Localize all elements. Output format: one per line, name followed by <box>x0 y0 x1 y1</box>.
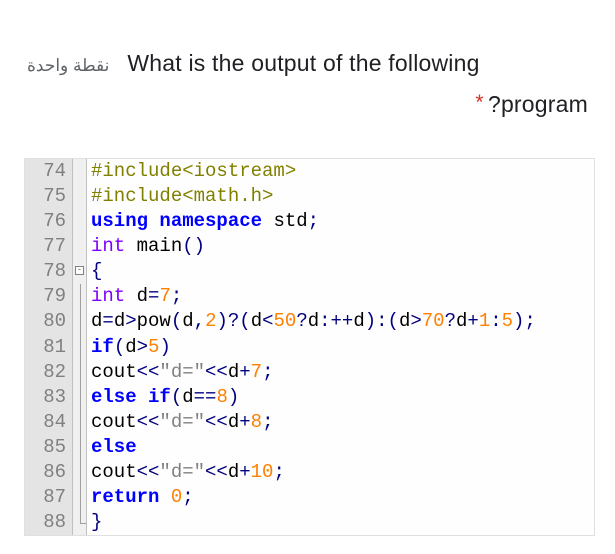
fold-gutter <box>73 410 87 435</box>
code-line: 75 #include<math.h> <box>25 184 594 209</box>
fold-gutter <box>73 385 87 410</box>
code-content: d=d>pow(d,2)?(d<50?d:++d):(d>70?d+1:5); <box>87 309 536 334</box>
code-line: 86 cout<<"d="<<d+10; <box>25 460 594 485</box>
code-content: else if(d==8) <box>87 385 239 410</box>
code-content: return 0; <box>87 485 194 510</box>
code-line: 78-{ <box>25 259 594 284</box>
code-content: #include<math.h> <box>87 184 273 209</box>
points-badge: نقطة واحدة <box>27 56 109 76</box>
code-content: #include<iostream> <box>87 159 296 184</box>
code-content: cout<<"d="<<d+10; <box>87 460 285 485</box>
line-number: 83 <box>25 385 73 410</box>
line-number: 86 <box>25 460 73 485</box>
line-number: 81 <box>25 335 73 360</box>
code-line: 81 if(d>5) <box>25 335 594 360</box>
fold-gutter <box>73 284 87 309</box>
line-number: 79 <box>25 284 73 309</box>
fold-gutter <box>73 234 87 259</box>
code-line: 77 int main() <box>25 234 594 259</box>
line-number: 76 <box>25 209 73 234</box>
fold-gutter <box>73 209 87 234</box>
code-line: 84 cout<<"d="<<d+8; <box>25 410 594 435</box>
fold-toggle-icon[interactable]: - <box>75 266 84 275</box>
fold-gutter <box>73 460 87 485</box>
code-block: 74#include<iostream>75#include<math.h>76… <box>24 158 595 536</box>
fold-gutter <box>73 485 87 510</box>
fold-gutter <box>73 159 87 184</box>
code-line: 88} <box>25 510 594 535</box>
code-line: 85 else <box>25 435 594 460</box>
code-content: cout<<"d="<<d+8; <box>87 410 273 435</box>
code-content: { <box>87 259 102 284</box>
line-number: 77 <box>25 234 73 259</box>
code-content: using namespace std; <box>87 209 319 234</box>
code-line: 83 else if(d==8) <box>25 385 594 410</box>
fold-gutter <box>73 360 87 385</box>
code-line: 87 return 0; <box>25 485 594 510</box>
question-line1: نقطة واحدة What is the output of the fol… <box>27 50 588 77</box>
code-content: else <box>87 435 137 460</box>
code-content: int main() <box>87 234 205 259</box>
fold-gutter <box>73 309 87 334</box>
line-number: 78 <box>25 259 73 284</box>
fold-gutter <box>73 335 87 360</box>
code-line: 82 cout<<"d="<<d+7; <box>25 360 594 385</box>
question-area: نقطة واحدة What is the output of the fol… <box>0 0 615 148</box>
fold-gutter <box>73 510 87 535</box>
question-line2: * ?program <box>27 91 588 118</box>
line-number: 85 <box>25 435 73 460</box>
line-number: 82 <box>25 360 73 385</box>
line-number: 75 <box>25 184 73 209</box>
code-line: 80 d=d>pow(d,2)?(d<50?d:++d):(d>70?d+1:5)… <box>25 309 594 334</box>
required-asterisk: * <box>475 91 483 114</box>
code-line: 79 int d=7; <box>25 284 594 309</box>
line-number: 88 <box>25 510 73 535</box>
code-line: 76 using namespace std; <box>25 209 594 234</box>
line-number: 84 <box>25 410 73 435</box>
code-content: cout<<"d="<<d+7; <box>87 360 273 385</box>
fold-gutter <box>73 435 87 460</box>
line-number: 87 <box>25 485 73 510</box>
code-content: if(d>5) <box>87 335 171 360</box>
question-text-line2: ?program <box>488 91 588 117</box>
line-number: 74 <box>25 159 73 184</box>
fold-gutter: - <box>73 259 87 284</box>
code-content: } <box>87 510 102 535</box>
question-text-line1: What is the output of the following <box>127 50 479 77</box>
code-line: 74 #include<iostream> <box>25 159 594 184</box>
code-content: int d=7; <box>87 284 182 309</box>
fold-gutter <box>73 184 87 209</box>
line-number: 80 <box>25 309 73 334</box>
